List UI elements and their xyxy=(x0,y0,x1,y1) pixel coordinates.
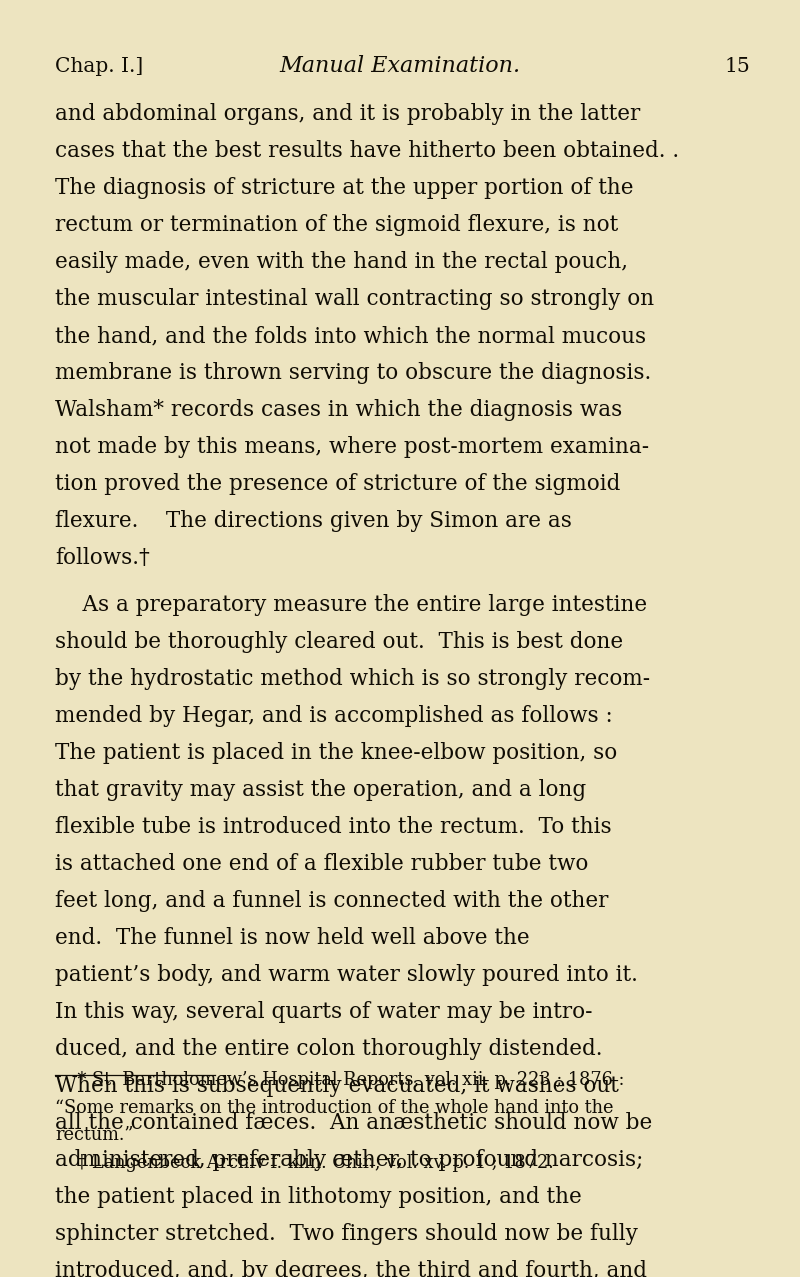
Text: In this way, several quarts of water may be intro-: In this way, several quarts of water may… xyxy=(55,1001,593,1023)
Text: * St. Bartholomew’s Hospital Reports, vol. xii. p. 223 ; 1876 :: * St. Bartholomew’s Hospital Reports, vo… xyxy=(55,1071,625,1089)
Text: tion proved the presence of stricture of the sigmoid: tion proved the presence of stricture of… xyxy=(55,474,620,495)
Text: Manual Examination.: Manual Examination. xyxy=(279,55,521,77)
Text: The patient is placed in the knee-elbow position, so: The patient is placed in the knee-elbow … xyxy=(55,742,618,764)
Text: patient’s body, and warm water slowly poured into it.: patient’s body, and warm water slowly po… xyxy=(55,964,638,986)
Text: not made by this means, where post-mortem examina-: not made by this means, where post-morte… xyxy=(55,437,649,458)
Text: feet long, and a funnel is connected with the other: feet long, and a funnel is connected wit… xyxy=(55,890,608,912)
Text: membrane is thrown serving to obscure the diagnosis.: membrane is thrown serving to obscure th… xyxy=(55,363,651,384)
Text: easily made, even with the hand in the rectal pouch,: easily made, even with the hand in the r… xyxy=(55,252,628,273)
Text: and abdominal organs, and it is probably in the latter: and abdominal organs, and it is probably… xyxy=(55,103,640,125)
Text: the hand, and the folds into which the normal mucous: the hand, and the folds into which the n… xyxy=(55,326,646,347)
Text: sphincter stretched.  Two fingers should now be fully: sphincter stretched. Two fingers should … xyxy=(55,1223,638,1245)
Text: duced, and the entire colon thoroughly distended.: duced, and the entire colon thoroughly d… xyxy=(55,1038,602,1060)
Text: should be thoroughly cleared out.  This is best done: should be thoroughly cleared out. This i… xyxy=(55,631,623,653)
Text: all the contained fæces.  An anæsthetic should now be: all the contained fæces. An anæsthetic s… xyxy=(55,1112,652,1134)
Text: Chap. I.]: Chap. I.] xyxy=(55,57,143,77)
Text: follows.†: follows.† xyxy=(55,548,150,570)
Text: is attached one end of a flexible rubber tube two: is attached one end of a flexible rubber… xyxy=(55,853,588,875)
Text: flexible tube is introduced into the rectum.  To this: flexible tube is introduced into the rec… xyxy=(55,816,612,838)
Text: As a preparatory measure the entire large intestine: As a preparatory measure the entire larg… xyxy=(55,594,647,616)
Text: mended by Hegar, and is accomplished as follows :: mended by Hegar, and is accomplished as … xyxy=(55,705,613,727)
Text: Walsham* records cases in which the diagnosis was: Walsham* records cases in which the diag… xyxy=(55,400,622,421)
Text: rectum or termination of the sigmoid flexure, is not: rectum or termination of the sigmoid fle… xyxy=(55,215,618,236)
Text: † Langenbeck Archiv f. klin. Chir., vol. xv. p. 1 ; 1872.: † Langenbeck Archiv f. klin. Chir., vol.… xyxy=(55,1153,554,1172)
Text: administered, preferably æther, to profound narcosis;: administered, preferably æther, to profo… xyxy=(55,1149,643,1171)
Text: “Some remarks on the introduction of the whole hand into the: “Some remarks on the introduction of the… xyxy=(55,1098,614,1116)
Text: 15: 15 xyxy=(724,57,750,77)
Text: cases that the best results have hitherto been obtained. .: cases that the best results have hithert… xyxy=(55,140,679,162)
Text: introduced, and, by degrees, the third and fourth, and: introduced, and, by degrees, the third a… xyxy=(55,1260,647,1277)
Text: When this is subsequently evacuated, it washes out: When this is subsequently evacuated, it … xyxy=(55,1075,619,1097)
Text: the patient placed in lithotomy position, and the: the patient placed in lithotomy position… xyxy=(55,1186,582,1208)
Text: flexure.    The directions given by Simon are as: flexure. The directions given by Simon a… xyxy=(55,511,572,533)
Text: end.  The funnel is now held well above the: end. The funnel is now held well above t… xyxy=(55,927,530,949)
Text: The diagnosis of stricture at the upper portion of the: The diagnosis of stricture at the upper … xyxy=(55,178,634,199)
Text: the muscular intestinal wall contracting so strongly on: the muscular intestinal wall contracting… xyxy=(55,289,654,310)
Text: by the hydrostatic method which is so strongly recom-: by the hydrostatic method which is so st… xyxy=(55,668,650,690)
Text: that gravity may assist the operation, and a long: that gravity may assist the operation, a… xyxy=(55,779,586,801)
Text: rectum.”: rectum.” xyxy=(55,1126,134,1144)
